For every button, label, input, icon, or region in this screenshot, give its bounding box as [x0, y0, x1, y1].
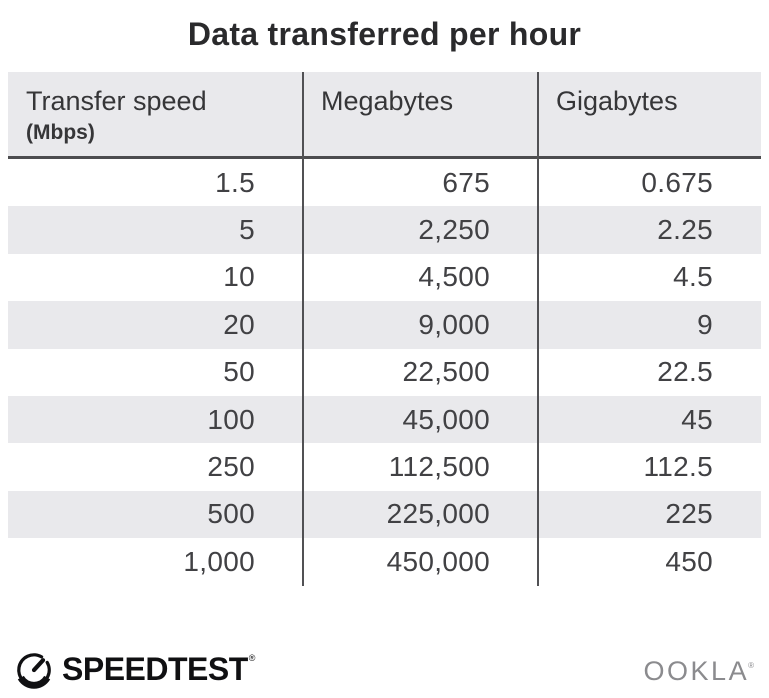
cell-speed: 100: [207, 403, 255, 435]
page-title: Data transferred per hour: [187, 16, 582, 52]
header-sublabel-mbps: (Mbps): [26, 121, 95, 145]
table-row: 500 225,000 225: [8, 490, 761, 539]
cell-speed: 1.5: [215, 166, 255, 198]
cell-speed: 500: [207, 498, 255, 530]
cell-megabytes: 450,000: [386, 545, 490, 577]
cell-gigabytes: 4.5: [673, 261, 713, 293]
cell-speed: 5: [239, 214, 255, 246]
registered-trademark-icon: ®: [748, 661, 754, 670]
ookla-logo: OOKLA®: [644, 656, 755, 687]
registered-trademark-icon: ®: [248, 653, 256, 663]
header-label: Transfer speed: [26, 86, 207, 116]
table-row: 100 45,000 45: [8, 395, 761, 444]
column-divider: [537, 72, 539, 586]
cell-megabytes: 45,000: [402, 403, 490, 435]
cell-speed: 50: [223, 356, 255, 388]
cell-speed: 250: [207, 451, 255, 483]
column-divider: [302, 72, 304, 586]
cell-megabytes: 4,500: [418, 261, 490, 293]
table-row: 5 2,250 2.25: [8, 206, 761, 254]
table-row: 1.5 675 0.675: [8, 159, 761, 206]
footer: SPEEDTEST ® OOKLA®: [0, 646, 769, 698]
header-label: Megabytes: [321, 86, 454, 116]
cell-megabytes: 225,000: [386, 498, 490, 530]
cell-gigabytes: 225: [665, 498, 713, 530]
header-label: Gigabytes: [556, 86, 678, 116]
cell-speed: 1,000: [183, 545, 255, 577]
data-table: Transfer speed (Mbps) Megabytes Gigabyte…: [8, 72, 761, 586]
table-row: 250 112,500 112.5: [8, 443, 761, 490]
table-row: 20 9,000 9: [8, 301, 761, 349]
cell-megabytes: 2,250: [418, 214, 490, 246]
cell-gigabytes: 0.675: [641, 166, 713, 198]
cell-gigabytes: 22.5: [657, 356, 713, 388]
cell-megabytes: 675: [442, 166, 490, 198]
header-megabytes: Megabytes: [303, 72, 538, 156]
speedtest-logo: SPEEDTEST ®: [13, 648, 256, 690]
cell-gigabytes: 45: [681, 403, 713, 435]
cell-speed: 20: [223, 308, 255, 340]
cell-gigabytes: 2.25: [657, 214, 713, 246]
speedtest-gauge-icon: [17, 653, 51, 689]
cell-megabytes: 9,000: [418, 308, 490, 340]
header-transfer-speed: Transfer speed (Mbps): [8, 72, 303, 156]
cell-megabytes: 112,500: [388, 451, 490, 483]
cell-gigabytes: 112.5: [643, 451, 713, 483]
table-row: 1,000 450,000 450: [8, 538, 761, 585]
speedtest-wordmark: SPEEDTEST: [62, 650, 248, 687]
table-header-row: Transfer speed (Mbps) Megabytes Gigabyte…: [8, 72, 761, 159]
table-body: 1.5 675 0.675 5 2,250 2.25 10 4,500 4.5 …: [8, 159, 761, 586]
cell-gigabytes: 450: [665, 545, 713, 577]
header-gigabytes: Gigabytes: [538, 72, 761, 156]
cell-megabytes: 22,500: [402, 356, 490, 388]
table-row: 10 4,500 4.5: [8, 254, 761, 301]
table-row: 50 22,500 22.5: [8, 349, 761, 396]
ookla-wordmark: OOKLA: [643, 656, 750, 686]
cell-speed: 10: [223, 261, 255, 293]
cell-gigabytes: 9: [697, 308, 713, 340]
